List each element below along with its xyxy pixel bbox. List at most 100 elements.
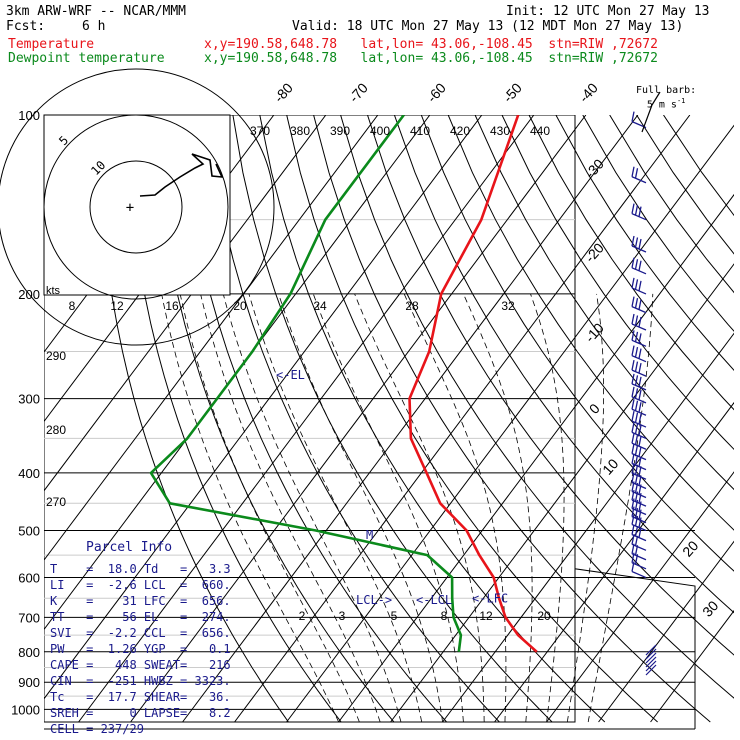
parcel-info-row: T = 18.0 Td = 3.3 [50, 562, 231, 576]
dry-adiabat-line [178, 115, 447, 723]
wind-barb [631, 410, 647, 428]
pressure-tick-label: 800 [18, 645, 40, 660]
wind-barb [631, 203, 647, 221]
wind-barb-low [645, 656, 657, 668]
isotherm-line [338, 193, 734, 723]
parcel-info-title: Parcel Info [86, 540, 173, 555]
legend-barb-flag [651, 91, 661, 106]
wind-barb-flag [634, 507, 639, 519]
wind-barb-flag [638, 466, 642, 477]
pressure-tick-label: 900 [18, 675, 40, 690]
dry-adiabat-line [393, 115, 734, 614]
wind-barb-flag [631, 345, 635, 356]
parcel-info-row: SVI = -2.2 CCL = 656. [50, 626, 231, 640]
wind-barb [631, 472, 647, 490]
parcel-info-row: PW = 1.26 YGP = 0.1 [50, 642, 231, 656]
wind-barb-flag [638, 492, 642, 504]
wind-barb [631, 296, 647, 314]
wind-barb-flag [638, 260, 642, 271]
pressure-tick-label: 300 [18, 392, 40, 407]
wind-barb-flag [634, 400, 639, 411]
fcst-value: 6 h [82, 19, 106, 34]
wind-barb-flag [634, 464, 639, 475]
wind-barb-flag [634, 515, 639, 527]
isotherm-tick-label: -20 [582, 240, 608, 266]
dry-adiabat-line [420, 115, 734, 572]
theta-label: 280 [46, 423, 66, 437]
isotherm-tick-label: -40 [576, 80, 602, 106]
moist-adiabat-line [222, 293, 402, 723]
lcl-right-annotation: <-LCL [416, 593, 452, 607]
dry-adiabat-line [447, 115, 734, 531]
isotherm-tick-label: 30 [699, 597, 721, 619]
m-annotation: M [366, 528, 373, 542]
moist-adiabat-line [161, 293, 339, 723]
isotherm-line [286, 124, 734, 723]
wind-barb-flag [638, 238, 642, 250]
wind-barb-flag [631, 166, 635, 177]
wind-barb-flag [631, 489, 635, 501]
isotherm-line [130, 115, 587, 723]
hodograph-ring [89, 160, 183, 254]
theta-label: 290 [46, 349, 66, 363]
wind-barb-flag [631, 410, 635, 422]
wind-barb [631, 498, 647, 516]
parcel-info-row: TT = 56 EL = 274. [50, 610, 231, 624]
wind-barb-flag [638, 206, 642, 217]
parcel-info-cell: CELL = 237/29 [50, 722, 144, 736]
wind-barb-low [645, 652, 657, 664]
wind-barb-flag [631, 399, 635, 410]
parcel-info-row: LI = -2.6 LCL = 660. [50, 578, 231, 592]
isotherm-tick-label: -70 [346, 80, 372, 106]
pressure-tick-label: 400 [18, 466, 40, 481]
wind-barb-flag [634, 454, 639, 466]
wind-barb-flag [634, 434, 639, 445]
wind-barb-flag [631, 235, 635, 247]
wind-barb-flag [638, 402, 642, 413]
dry-adiabat-line [340, 115, 734, 699]
wind-barb-flag [638, 389, 642, 400]
wind-barb [631, 373, 647, 391]
wind-barb-flag [638, 316, 642, 328]
wind-barb [631, 543, 647, 561]
wind-barb-flag [634, 535, 639, 546]
speed-scale-label: 8 [69, 299, 76, 313]
mixing-ratio-label: 2 [299, 609, 306, 623]
wind-barb-flag [631, 506, 635, 517]
dry-adiabat-line [124, 115, 342, 723]
theta-label: 410 [410, 124, 430, 138]
speed-scale-label: 24 [313, 299, 327, 313]
wind-barb-flag [631, 422, 635, 433]
wind-barb-flag [634, 554, 639, 565]
wind-barb-flag [638, 501, 642, 512]
wind-barb-flag [638, 299, 642, 310]
wind-barb-flag [631, 514, 635, 525]
wind-barb-flag [634, 375, 639, 386]
wind-barb-flag [638, 413, 642, 425]
valid-time: Valid: 18 UTC Mon 27 May 13 (12 MDT Mon … [292, 19, 684, 34]
wind-barb-flag [631, 543, 635, 554]
wind-barb [631, 345, 647, 363]
speed-scale-label: 28 [405, 299, 419, 313]
parcel-info-row: SREH = 0 LAPSE= 8.2 [50, 706, 231, 720]
dry-adiabat-line [474, 115, 734, 491]
frame-edge [574, 530, 696, 729]
wind-barb-flag [634, 347, 639, 358]
isotherm-line [390, 263, 734, 723]
moist-adiabat-line [354, 293, 485, 723]
wind-barb-flag [638, 376, 642, 387]
hodograph-box [43, 114, 231, 296]
wind-barb-flag [634, 473, 639, 485]
moist-adiabat-line [587, 293, 654, 723]
mixing-ratio-label: 12 [479, 609, 493, 623]
wind-barb-flag [634, 423, 639, 435]
dry-adiabat-line [286, 115, 658, 723]
temperature-location: x,y=190.58,648.78 lat,lon= 43.06,-108.45… [204, 37, 658, 52]
wind-barb [631, 481, 647, 499]
wind-barb-flag [631, 360, 635, 371]
wind-barb-flag [631, 257, 635, 268]
wind-barb [631, 313, 647, 331]
theta-label: 370 [250, 124, 270, 138]
wind-barb-flag [634, 315, 639, 326]
